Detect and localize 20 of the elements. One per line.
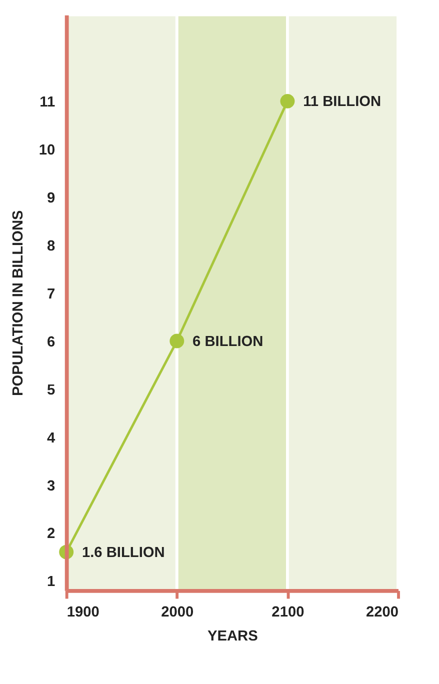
y-tick-label: 8 bbox=[46, 238, 56, 254]
y-tick-label: 3 bbox=[46, 478, 56, 494]
data-label: 6 BILLION bbox=[192, 334, 264, 350]
data-label: 1.6 BILLION bbox=[82, 544, 165, 561]
y-tick-label: 7 bbox=[46, 286, 56, 302]
x-tick-label: 2100 bbox=[272, 604, 304, 620]
y-tick-label: 4 bbox=[46, 430, 56, 446]
x-axis-title: YEARS bbox=[207, 628, 258, 645]
data-label: 11 BILLION bbox=[303, 94, 382, 110]
y-tick-label: 1 bbox=[46, 574, 56, 590]
y-tick-label: 2 bbox=[46, 526, 56, 542]
x-tick-label: 2200 bbox=[366, 604, 399, 620]
x-tick-label: 1900 bbox=[66, 604, 100, 620]
y-tick-label: 11 bbox=[40, 94, 56, 111]
y-tick-label: 10 bbox=[38, 142, 56, 159]
y-axis-title: POPULATION IN BILLIONS bbox=[10, 210, 26, 396]
x-tick-label: 2000 bbox=[161, 604, 194, 620]
y-tick-label: 5 bbox=[46, 382, 56, 398]
y-tick-label: 6 bbox=[46, 334, 56, 350]
y-tick-label: 9 bbox=[46, 190, 56, 206]
